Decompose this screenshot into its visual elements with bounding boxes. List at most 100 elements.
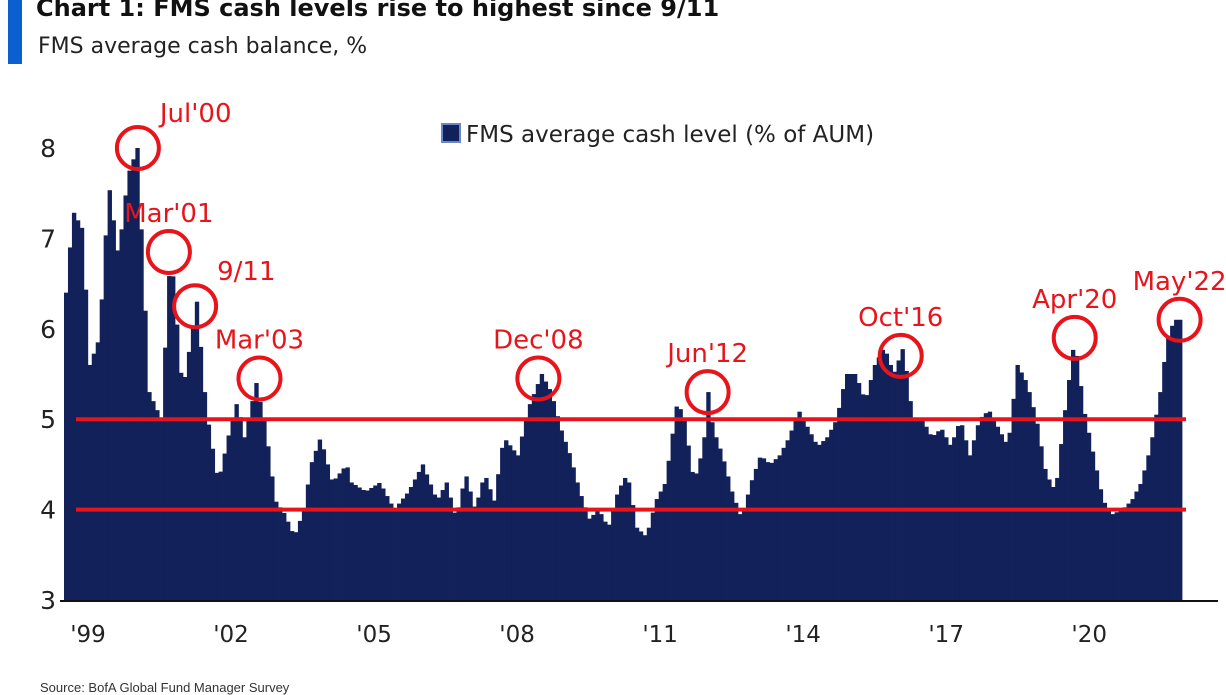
bar — [1166, 335, 1171, 600]
bar — [182, 377, 188, 600]
bar — [198, 346, 204, 600]
bar — [95, 342, 101, 600]
bar — [147, 392, 152, 600]
bar — [626, 482, 632, 600]
bar — [397, 503, 402, 600]
bar — [1106, 508, 1112, 600]
source-note: Source: BofA Global Fund Manager Survey — [40, 680, 290, 695]
bar — [1150, 437, 1155, 600]
bar — [99, 299, 105, 600]
bar — [872, 364, 878, 600]
bar — [829, 429, 834, 600]
bar — [539, 374, 545, 600]
bar — [777, 455, 782, 600]
bar — [472, 506, 477, 600]
bar — [266, 446, 271, 600]
bar — [841, 389, 846, 600]
bar — [87, 364, 93, 600]
bar — [333, 478, 338, 600]
bar — [769, 462, 775, 600]
bar — [848, 374, 854, 600]
bar — [623, 477, 628, 600]
bar — [1178, 319, 1183, 600]
bar — [611, 509, 616, 600]
x-tick-label: '08 — [499, 622, 535, 648]
bar — [190, 326, 196, 600]
bar — [349, 482, 354, 600]
bar — [424, 474, 430, 600]
bar — [583, 507, 588, 600]
bar — [694, 473, 699, 600]
bar — [1114, 512, 1119, 600]
bar — [932, 435, 937, 600]
bar — [511, 450, 517, 600]
bar — [178, 372, 184, 600]
bar — [1019, 372, 1024, 600]
bar — [155, 410, 160, 600]
bar — [135, 148, 140, 600]
bar — [1082, 413, 1088, 600]
bar — [690, 471, 695, 600]
bar — [880, 349, 886, 600]
bar — [615, 494, 620, 600]
axes: 3 4 5 6 7 8 '99 '02 '05 '08 '11 '14 '17 '20 — [40, 134, 1218, 648]
bar — [325, 464, 331, 600]
bar — [900, 349, 905, 600]
bar — [206, 424, 212, 600]
bar — [163, 347, 168, 600]
bar — [868, 380, 874, 600]
bar — [1142, 470, 1147, 600]
bar — [749, 480, 755, 600]
bar — [813, 441, 818, 600]
bar — [416, 471, 422, 600]
bar — [698, 458, 703, 600]
bar — [1039, 446, 1044, 600]
bar — [1059, 444, 1064, 600]
chart-title: Chart 1: FMS cash levels rise to highest… — [36, 0, 720, 22]
bar — [1098, 489, 1104, 600]
reference-lines — [76, 417, 1186, 512]
bar — [456, 507, 461, 600]
bar-series — [64, 148, 1183, 601]
bar — [202, 392, 208, 600]
bar — [702, 437, 707, 600]
bar — [908, 401, 913, 600]
annotation-circle — [1051, 314, 1098, 361]
annotation-label: Oct'16 — [858, 303, 943, 333]
bar — [856, 383, 862, 600]
bar — [393, 508, 398, 600]
y-tick-label: 6 — [40, 315, 56, 344]
bar — [1011, 398, 1016, 600]
bar — [884, 353, 890, 600]
y-tick-label: 3 — [40, 586, 56, 615]
annotation-circle — [877, 332, 924, 379]
bar — [527, 404, 533, 600]
bar — [1154, 414, 1159, 600]
bar — [753, 468, 759, 600]
bar — [1003, 441, 1008, 600]
bar — [654, 499, 660, 600]
bar — [805, 426, 810, 600]
bar — [79, 227, 85, 600]
bar — [571, 467, 576, 600]
bar — [650, 512, 656, 600]
bar — [948, 444, 953, 600]
bar — [234, 404, 239, 600]
bar — [706, 392, 711, 600]
x-tick-label: '05 — [356, 622, 392, 648]
bar — [297, 520, 303, 600]
bar — [789, 430, 794, 600]
bar — [734, 502, 739, 600]
x-tick-label: '99 — [70, 622, 106, 648]
bar — [412, 479, 418, 600]
annotation-circle — [1156, 296, 1203, 343]
bar — [757, 457, 763, 600]
bar — [444, 482, 449, 600]
x-tick-label: '02 — [213, 622, 249, 648]
bar — [309, 462, 315, 600]
y-tick-label: 8 — [40, 134, 56, 163]
bar — [357, 487, 362, 600]
bar — [1070, 349, 1076, 600]
bar — [940, 429, 945, 600]
bar — [726, 476, 731, 600]
